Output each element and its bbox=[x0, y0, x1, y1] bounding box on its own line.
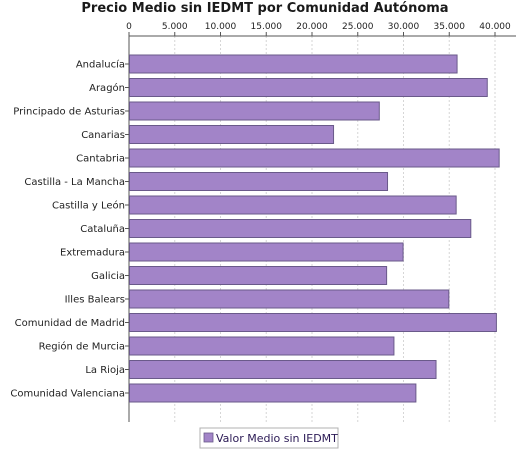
tick-label: 5.000 bbox=[162, 22, 188, 32]
category-label: Región de Murcia bbox=[39, 341, 125, 353]
tick-label: 15.000 bbox=[251, 22, 283, 32]
bar bbox=[129, 195, 457, 215]
bar bbox=[129, 266, 388, 285]
x-axis-ticks: 0 5.000 10.000 15.000 20.000 25.000 30.000 35.0… bbox=[126, 22, 511, 36]
bar bbox=[129, 360, 437, 379]
bar bbox=[129, 54, 458, 74]
legend-swatch bbox=[203, 432, 214, 443]
chart-title: Precio Medio sin IEDMT por Comunidad Aut… bbox=[81, 1, 448, 16]
bar bbox=[129, 148, 500, 168]
tick-label: 0 bbox=[126, 22, 132, 32]
legend-box bbox=[199, 427, 339, 449]
bar bbox=[129, 101, 380, 121]
category-label: Principado de Asturias bbox=[13, 107, 125, 118]
legend: Valor Medio sin IEDMT bbox=[199, 427, 339, 449]
bar bbox=[129, 78, 488, 97]
tick-label: 20.000 bbox=[296, 22, 328, 32]
category-label: Andalucía bbox=[76, 59, 125, 71]
bars bbox=[129, 54, 500, 403]
category-label: Castilla y León bbox=[52, 200, 125, 212]
category-label: Galicia bbox=[91, 271, 125, 282]
category-label: Comunidad de Madrid bbox=[15, 318, 125, 329]
bar bbox=[129, 125, 335, 144]
category-label: Cantabria bbox=[76, 154, 125, 165]
bar bbox=[129, 172, 389, 191]
tick-label: 25.000 bbox=[342, 22, 374, 32]
bar bbox=[129, 219, 472, 238]
legend-label: Valor Medio sin IEDMT bbox=[216, 432, 338, 445]
bar bbox=[129, 313, 497, 332]
bar bbox=[129, 336, 395, 356]
category-labels: Andalucía Aragón Principado de Asturias Can… bbox=[10, 59, 129, 400]
bar bbox=[129, 383, 417, 403]
category-label: Comunidad Valenciana bbox=[10, 389, 125, 400]
bar bbox=[129, 289, 450, 309]
category-label: Aragón bbox=[89, 82, 125, 94]
category-label: Extremadura bbox=[60, 248, 125, 259]
category-label: Illes Balears bbox=[65, 295, 125, 306]
tick-label: 40.000 bbox=[479, 22, 511, 32]
category-label: Canarias bbox=[81, 130, 125, 141]
category-label: Cataluña bbox=[80, 224, 125, 235]
category-label: La Rioja bbox=[85, 365, 125, 376]
tick-label: 10.000 bbox=[205, 22, 237, 32]
tick-label: 35.000 bbox=[434, 22, 466, 32]
bar bbox=[129, 242, 404, 262]
tick-label: 30.000 bbox=[388, 22, 420, 32]
category-label: Castilla - La Mancha bbox=[24, 177, 125, 188]
